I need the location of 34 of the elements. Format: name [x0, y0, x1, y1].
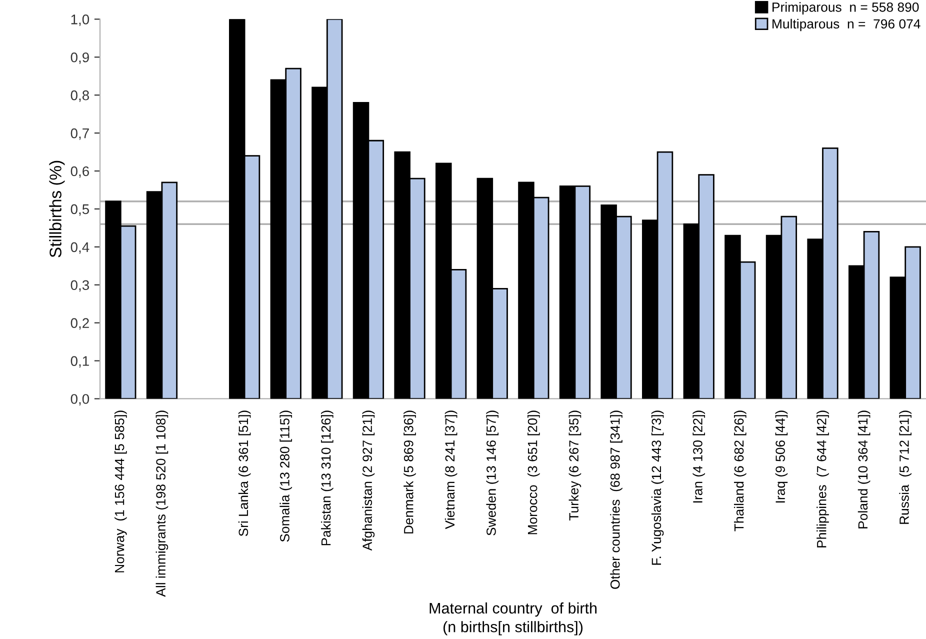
y-tick-label: 0,0 — [70, 394, 90, 406]
x-tick-label: Pakistan (13 310 [126]) — [321, 410, 334, 546]
x-tick-label: All immigrants (198 520 [1 108]) — [156, 410, 168, 597]
y-tick-label: 0,3 — [70, 280, 89, 292]
x-tick-label: Other countries (68 987 [341]) — [610, 410, 622, 589]
x-tick-label: Norway (1 156 444 [5 585]) — [114, 410, 127, 572]
y-tick-label: 0,7 — [70, 128, 89, 140]
x-tick-label: Morocco (3 651 [20]) — [528, 410, 540, 534]
x-tick-label: Sri Lanka (6 361 [51]) — [238, 410, 251, 536]
x-tick-label: Somalia (13 280 [115]) — [280, 410, 292, 542]
x-tick-label: F. Yugoslavia (12 443 [73]) — [651, 410, 664, 565]
x-tick-label: Philippines (7 644 [42]) — [816, 410, 829, 548]
legend-label: Multiparous n = 796 074 — [772, 18, 920, 32]
y-tick-label: 0,1 — [70, 356, 89, 368]
x-tick-label: Vietnam (8 241 [37]) — [444, 410, 458, 530]
y-tick-label: 0,8 — [70, 90, 89, 102]
y-tick-label: 1,0 — [71, 14, 90, 26]
x-tick-label: Poland (10 364 [41]) — [858, 410, 870, 528]
x-tick-label: Iraq (9 506 [44]) — [775, 410, 788, 502]
x-tick-label: Turkey (6 267 [35]) — [568, 410, 582, 521]
y-tick-label: 0,2 — [70, 318, 89, 330]
x-tick-label: Iran (4 130 [22]) — [692, 410, 705, 502]
x-tick-label: Denmark (5 869 [36]) — [404, 410, 416, 534]
y-tick-label: 0,4 — [70, 242, 90, 254]
x-tick-label: Russia (5 712 [21]) — [899, 410, 912, 524]
x-axis-title: Maternal country of birth (n births[n stillbirths]) — [430, 602, 597, 636]
y-tick-label: 0,9 — [70, 52, 89, 64]
y-tick-label: 0,5 — [70, 204, 90, 216]
y-axis-title: Stillbirths (%) — [49, 160, 65, 258]
y-tick-label: 0,6 — [70, 166, 89, 178]
legend-label: Primiparous n = 558 890 — [772, 2, 919, 14]
x-tick-label: Thailand (6 682 [26]) — [734, 410, 746, 532]
x-tick-label: Sweden (13 146 [57]) — [486, 410, 499, 536]
x-tick-label: Afghanistan (2 927 [21]) — [362, 410, 375, 551]
